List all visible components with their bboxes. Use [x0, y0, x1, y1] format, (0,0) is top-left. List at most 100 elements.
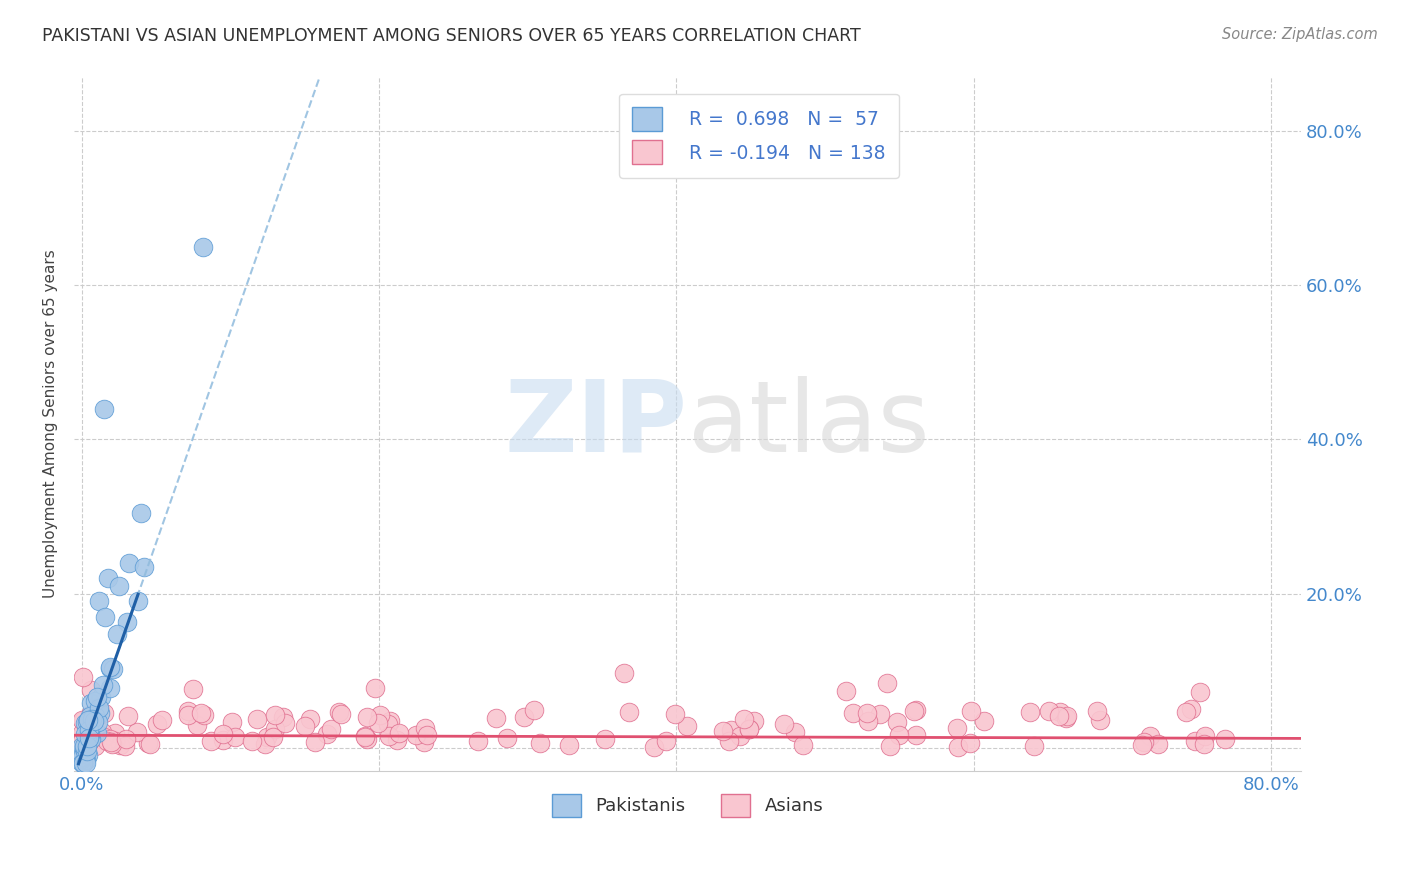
Point [87, 701, 110, 715]
Point [72, 729, 94, 743]
Point [76, 715, 98, 730]
Point [117, 708, 139, 723]
Point [77, 714, 100, 728]
Point [353, 729, 375, 743]
Point [328, 705, 350, 719]
Point [212, 732, 235, 747]
Text: ZIP: ZIP [505, 376, 688, 473]
Point [79, 735, 101, 749]
Point [72, 714, 94, 728]
Point [76, 744, 98, 758]
Point [90, 690, 112, 705]
Point [1056, 708, 1078, 723]
Legend: Pakistanis, Asians: Pakistanis, Asians [544, 787, 831, 824]
Point [946, 721, 969, 735]
Point [364, 681, 387, 695]
Point [1147, 737, 1170, 751]
Point [1132, 738, 1154, 752]
Point [1188, 685, 1211, 699]
Point [413, 735, 436, 749]
Point [773, 717, 796, 731]
Point [485, 711, 508, 725]
Point [959, 736, 981, 750]
Point [193, 708, 215, 723]
Point [75, 727, 97, 741]
Point [98, 731, 121, 746]
Point [73, 741, 96, 756]
Point [127, 725, 149, 739]
Point [377, 717, 399, 731]
Point [190, 706, 212, 721]
Point [879, 739, 901, 754]
Point [136, 736, 159, 750]
Point [79, 722, 101, 736]
Point [91, 678, 114, 692]
Point [495, 731, 517, 745]
Point [75, 753, 97, 767]
Text: Source: ZipAtlas.com: Source: ZipAtlas.com [1222, 27, 1378, 42]
Point [132, 559, 155, 574]
Point [200, 734, 222, 748]
Point [378, 729, 401, 743]
Point [114, 739, 136, 753]
Point [75, 756, 97, 770]
Point [1049, 705, 1071, 719]
Point [83, 693, 105, 707]
Point [529, 736, 551, 750]
Point [1139, 729, 1161, 743]
Point [146, 716, 169, 731]
Point [1024, 739, 1046, 753]
Point [80, 712, 103, 726]
Point [356, 710, 378, 724]
Point [380, 714, 402, 728]
Point [94, 609, 117, 624]
Point [104, 734, 127, 748]
Point [354, 730, 377, 744]
Point [76, 735, 98, 749]
Point [734, 713, 756, 727]
Point [76, 713, 98, 727]
Point [118, 556, 141, 570]
Point [1192, 737, 1215, 751]
Point [304, 735, 326, 749]
Point [1038, 704, 1060, 718]
Point [93, 730, 115, 744]
Point [676, 719, 699, 733]
Point [72, 734, 94, 748]
Point [186, 718, 208, 732]
Point [98, 681, 121, 695]
Point [115, 615, 138, 629]
Point [70, 756, 93, 770]
Point [177, 704, 200, 718]
Point [83, 714, 105, 729]
Point [80, 718, 103, 732]
Point [84, 708, 107, 723]
Point [713, 724, 735, 739]
Text: PAKISTANI VS ASIAN UNEMPLOYMENT AMONG SENIORS OVER 65 YEARS CORRELATION CHART: PAKISTANI VS ASIAN UNEMPLOYMENT AMONG SE… [42, 27, 860, 45]
Point [176, 707, 198, 722]
Point [856, 714, 879, 728]
Point [523, 703, 546, 717]
Point [79, 726, 101, 740]
Point [79, 708, 101, 723]
Point [886, 714, 908, 729]
Point [77, 721, 100, 735]
Point [842, 706, 865, 720]
Point [80, 696, 103, 710]
Point [271, 710, 294, 724]
Point [783, 725, 806, 739]
Point [127, 594, 149, 608]
Point [1054, 711, 1077, 725]
Point [72, 670, 94, 684]
Point [70, 713, 93, 727]
Point [1088, 713, 1111, 727]
Point [1180, 702, 1202, 716]
Point [718, 733, 741, 747]
Point [1047, 709, 1070, 723]
Point [903, 704, 925, 718]
Point [643, 740, 665, 755]
Point [467, 733, 489, 747]
Point [86, 725, 108, 739]
Point [224, 730, 246, 744]
Point [664, 706, 686, 721]
